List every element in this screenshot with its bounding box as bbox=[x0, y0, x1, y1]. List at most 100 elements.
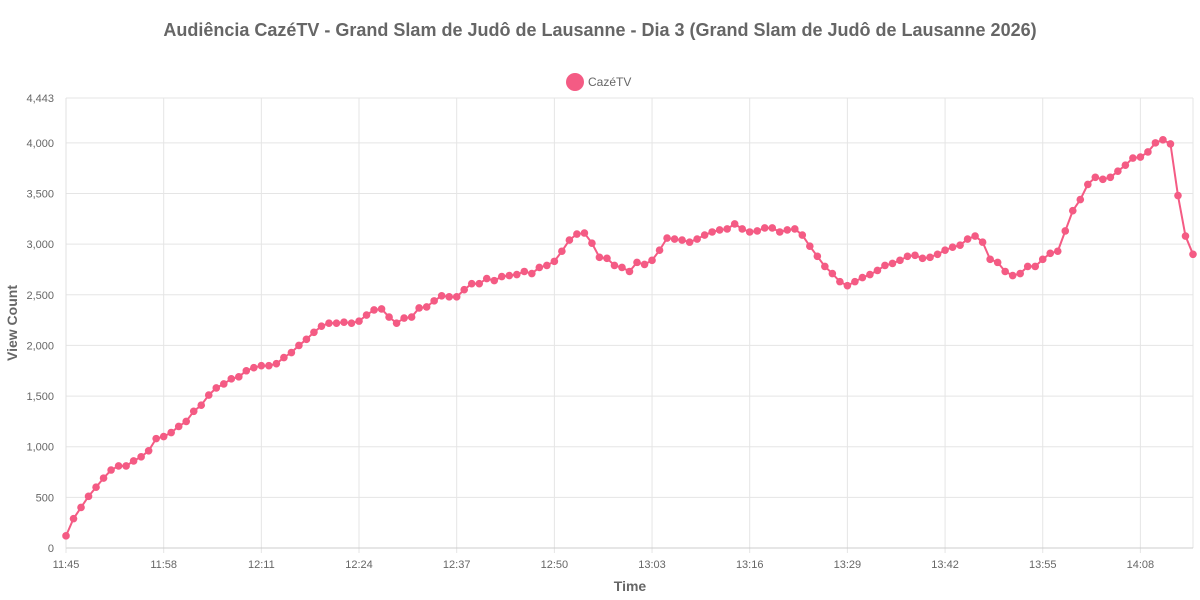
data-point[interactable] bbox=[843, 281, 852, 290]
data-point[interactable] bbox=[655, 246, 664, 255]
data-point[interactable] bbox=[242, 366, 251, 375]
data-point[interactable] bbox=[903, 252, 912, 261]
data-point[interactable] bbox=[1038, 255, 1047, 264]
data-point[interactable] bbox=[430, 297, 438, 305]
data-point[interactable] bbox=[452, 293, 461, 301]
data-point[interactable] bbox=[422, 303, 431, 311]
data-point[interactable] bbox=[911, 251, 919, 260]
data-point[interactable] bbox=[708, 228, 716, 236]
data-point[interactable] bbox=[407, 313, 416, 321]
data-point[interactable] bbox=[1076, 195, 1085, 204]
data-point[interactable] bbox=[1144, 148, 1152, 156]
data-point[interactable] bbox=[114, 462, 123, 470]
data-point[interactable] bbox=[528, 269, 536, 278]
data-point[interactable] bbox=[625, 267, 634, 276]
data-point[interactable] bbox=[1099, 175, 1107, 184]
data-point[interactable] bbox=[1023, 262, 1032, 271]
data-point[interactable] bbox=[497, 272, 506, 281]
data-point[interactable] bbox=[1008, 271, 1017, 280]
data-point[interactable] bbox=[505, 271, 514, 280]
data-point[interactable] bbox=[437, 292, 446, 300]
data-point[interactable] bbox=[325, 319, 333, 327]
data-point[interactable] bbox=[235, 373, 243, 381]
data-point[interactable] bbox=[182, 417, 191, 426]
data-point[interactable] bbox=[84, 492, 93, 501]
data-point[interactable] bbox=[340, 318, 348, 326]
data-point[interactable] bbox=[219, 380, 228, 388]
data-point[interactable] bbox=[670, 235, 679, 243]
data-point[interactable] bbox=[813, 252, 822, 261]
data-point[interactable] bbox=[1031, 262, 1040, 271]
data-point[interactable] bbox=[633, 258, 641, 267]
data-point[interactable] bbox=[1084, 180, 1092, 189]
data-point[interactable] bbox=[993, 258, 1002, 267]
data-point[interactable] bbox=[370, 306, 378, 314]
data-point[interactable] bbox=[986, 255, 994, 264]
data-point[interactable] bbox=[1174, 191, 1182, 200]
data-point[interactable] bbox=[730, 220, 739, 228]
data-point[interactable] bbox=[107, 466, 115, 474]
data-point[interactable] bbox=[99, 474, 108, 482]
data-point[interactable] bbox=[1068, 206, 1077, 215]
data-point[interactable] bbox=[482, 274, 491, 283]
legend[interactable]: CazéTV bbox=[566, 73, 631, 91]
data-point[interactable] bbox=[144, 446, 153, 455]
data-point[interactable] bbox=[603, 254, 611, 263]
data-point[interactable] bbox=[558, 247, 566, 256]
data-point[interactable] bbox=[415, 304, 423, 312]
data-point[interactable] bbox=[69, 514, 78, 523]
data-point[interactable] bbox=[858, 273, 867, 282]
data-point[interactable] bbox=[212, 384, 221, 392]
data-point[interactable] bbox=[272, 359, 281, 368]
data-point[interactable] bbox=[310, 328, 318, 337]
data-point[interactable] bbox=[693, 235, 701, 243]
data-point[interactable] bbox=[1129, 154, 1137, 162]
data-point[interactable] bbox=[400, 314, 408, 322]
data-point[interactable] bbox=[918, 254, 927, 263]
data-point[interactable] bbox=[1016, 269, 1024, 278]
data-point[interactable] bbox=[159, 432, 168, 441]
data-point[interactable] bbox=[1114, 167, 1122, 176]
data-point[interactable] bbox=[648, 256, 656, 265]
data-point[interactable] bbox=[971, 232, 979, 240]
data-point[interactable] bbox=[933, 250, 942, 259]
data-point[interactable] bbox=[753, 227, 762, 235]
data-point[interactable] bbox=[362, 311, 371, 319]
data-point[interactable] bbox=[302, 335, 311, 344]
data-point[interactable] bbox=[663, 234, 671, 242]
data-point[interactable] bbox=[580, 229, 589, 237]
data-point[interactable] bbox=[204, 391, 213, 399]
data-point[interactable] bbox=[137, 453, 145, 461]
data-point[interactable] bbox=[565, 236, 574, 244]
data-point[interactable] bbox=[392, 319, 401, 327]
data-point[interactable] bbox=[828, 269, 837, 278]
data-point[interactable] bbox=[821, 262, 829, 271]
data-point[interactable] bbox=[866, 270, 874, 279]
data-point[interactable] bbox=[1151, 139, 1160, 147]
data-point[interactable] bbox=[738, 225, 746, 233]
data-point[interactable] bbox=[618, 263, 626, 272]
data-point[interactable] bbox=[1046, 249, 1055, 258]
data-point[interactable] bbox=[152, 434, 160, 443]
data-point[interactable] bbox=[798, 231, 807, 239]
data-point[interactable] bbox=[783, 226, 792, 234]
data-point[interactable] bbox=[806, 242, 814, 250]
data-point[interactable] bbox=[948, 243, 957, 251]
data-point[interactable] bbox=[926, 253, 934, 262]
data-point[interactable] bbox=[92, 483, 100, 492]
data-point[interactable] bbox=[257, 361, 266, 370]
data-point[interactable] bbox=[535, 263, 544, 272]
data-point[interactable] bbox=[573, 230, 581, 238]
data-point[interactable] bbox=[1001, 267, 1009, 276]
data-point[interactable] bbox=[189, 407, 198, 416]
data-point[interactable] bbox=[685, 238, 694, 246]
data-point[interactable] bbox=[385, 313, 393, 321]
data-point[interactable] bbox=[1166, 140, 1175, 148]
data-point[interactable] bbox=[295, 341, 303, 350]
data-point[interactable] bbox=[851, 277, 859, 286]
data-point[interactable] bbox=[520, 267, 529, 276]
data-point[interactable] bbox=[227, 375, 236, 383]
data-point[interactable] bbox=[1121, 161, 1130, 169]
data-point[interactable] bbox=[250, 363, 258, 372]
data-point[interactable] bbox=[941, 246, 949, 255]
